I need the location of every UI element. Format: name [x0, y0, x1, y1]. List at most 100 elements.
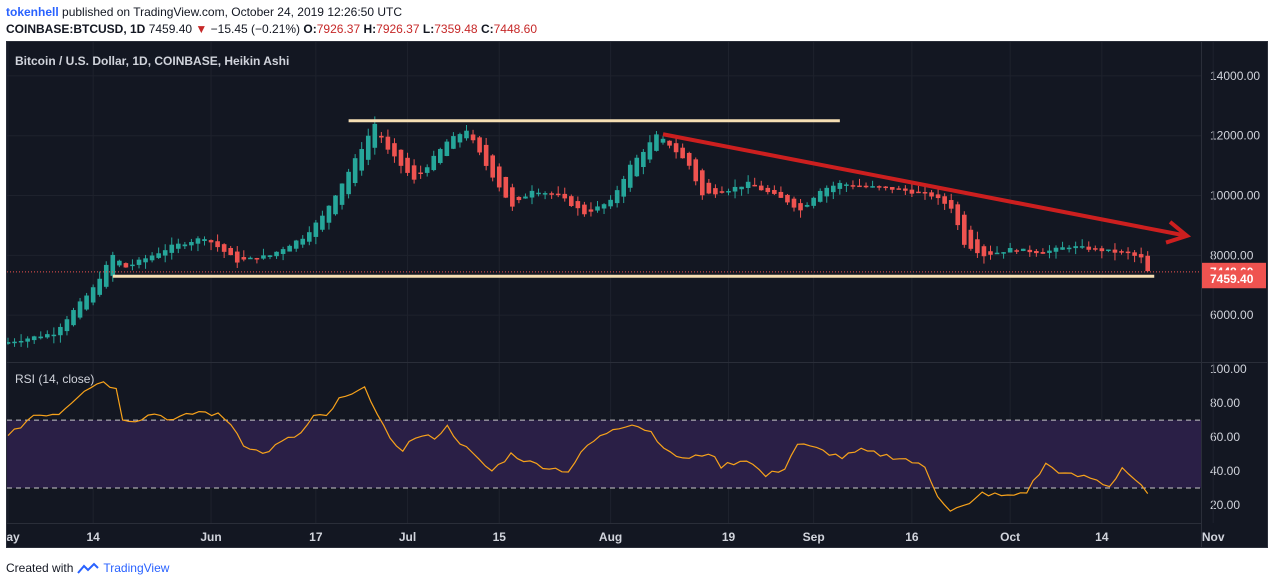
candle-down: [706, 178, 712, 195]
candle-body: [713, 188, 718, 195]
candle-up: [307, 226, 312, 246]
author-link[interactable]: tokenhell: [6, 5, 59, 19]
candle-up: [195, 236, 201, 252]
candle-up: [71, 307, 76, 327]
candle-body: [1040, 252, 1046, 254]
candle-body: [411, 165, 417, 180]
symbol-name[interactable]: COINBASE:BTCUSD, 1D: [6, 22, 146, 36]
candle-down: [1138, 247, 1144, 264]
candle-down: [392, 138, 397, 163]
candle-down: [863, 182, 869, 189]
candle-body: [418, 172, 423, 175]
high-label: H:: [363, 22, 377, 36]
candle-down: [1040, 248, 1046, 255]
candle-up: [627, 160, 633, 192]
candle-body: [811, 197, 816, 206]
tradingview-brand[interactable]: TradingView: [103, 561, 170, 575]
candle-body: [103, 264, 109, 287]
candle-down: [975, 231, 980, 258]
candle-body: [575, 201, 581, 209]
chart-svg[interactable]: 14000.00 12000.00 10000.00 8000.00 6000.00 10…: [7, 42, 1267, 547]
candle-up: [38, 331, 44, 340]
candle-up: [45, 330, 50, 339]
candle-body: [700, 170, 705, 196]
chart-panel[interactable]: 14000.00 12000.00 10000.00 8000.00 6000.00 10…: [6, 41, 1268, 548]
candle-body: [837, 182, 843, 189]
candle-body: [136, 259, 142, 265]
candle-body: [778, 191, 784, 198]
candle-body: [614, 190, 620, 204]
candle-body: [549, 193, 554, 195]
candle-up: [365, 128, 371, 166]
candle-body: [287, 245, 292, 252]
candle-down: [516, 196, 522, 204]
candle-down: [496, 163, 502, 192]
candle-body: [1132, 252, 1137, 256]
candle-up: [372, 116, 378, 155]
chart-title: Bitcoin / U.S. Dollar, 1D, COINBASE, Hei…: [15, 54, 289, 68]
candle-body: [221, 244, 227, 252]
candle-up: [300, 235, 306, 248]
price-axis-tag: [1202, 270, 1266, 289]
candle-up: [641, 149, 646, 175]
candle-up: [824, 185, 830, 203]
candle-down: [903, 185, 908, 196]
candle-down: [549, 191, 554, 199]
candle-body: [307, 232, 312, 242]
candle-down: [765, 185, 771, 195]
candle-up: [444, 139, 450, 157]
candle-down: [857, 178, 862, 188]
candle-up: [817, 188, 823, 203]
candle-up: [870, 180, 875, 188]
rsi-pane[interactable]: [7, 381, 1201, 512]
candle-body: [182, 244, 188, 247]
candle-body: [215, 241, 220, 248]
candle-up: [7, 337, 11, 345]
candle-up: [1079, 239, 1085, 249]
candle-body: [451, 136, 456, 149]
candle-down: [208, 239, 214, 251]
candle-down: [929, 190, 934, 200]
open-value: 7926.37: [316, 22, 361, 36]
candle-body: [948, 200, 954, 209]
candle-up: [280, 246, 286, 261]
time-tick-label: 14: [1095, 530, 1109, 544]
candle-body: [673, 143, 679, 153]
candle-body: [464, 130, 469, 139]
candle-down: [791, 196, 797, 212]
candle-body: [123, 263, 129, 268]
candle-body: [1001, 252, 1006, 254]
candle-down: [680, 143, 685, 159]
publish-line: tokenhell published on TradingView.com, …: [6, 5, 402, 19]
candle-body: [536, 192, 541, 195]
candle-up: [90, 284, 96, 306]
candle-body: [280, 249, 286, 254]
candle-body: [195, 238, 201, 244]
candle-down: [241, 250, 247, 262]
time-tick-label: 19: [722, 530, 736, 544]
candle-body: [791, 198, 797, 208]
candle-down: [1027, 245, 1033, 257]
candle-body: [261, 255, 266, 259]
candle-up: [149, 252, 155, 263]
candle-up: [58, 323, 63, 343]
price-pane[interactable]: 7448.607459.40: [7, 116, 1266, 348]
candle-down: [569, 194, 574, 208]
time-tick-label: Aug: [599, 530, 622, 544]
candle-up: [1106, 249, 1111, 253]
candle-up: [117, 259, 122, 268]
candle-body: [804, 204, 810, 207]
candle-body: [293, 240, 299, 249]
candle-body: [962, 214, 967, 245]
candle-down: [896, 185, 902, 190]
candle-body: [850, 185, 856, 187]
candle-body: [143, 258, 148, 263]
candle-body: [981, 246, 987, 257]
candle-body: [647, 142, 653, 160]
candle-up: [1060, 241, 1065, 250]
candle-body: [582, 204, 587, 215]
candle-body: [1086, 246, 1092, 250]
candle-down: [889, 186, 895, 194]
candle-body: [588, 209, 594, 212]
candle-body: [339, 183, 345, 205]
